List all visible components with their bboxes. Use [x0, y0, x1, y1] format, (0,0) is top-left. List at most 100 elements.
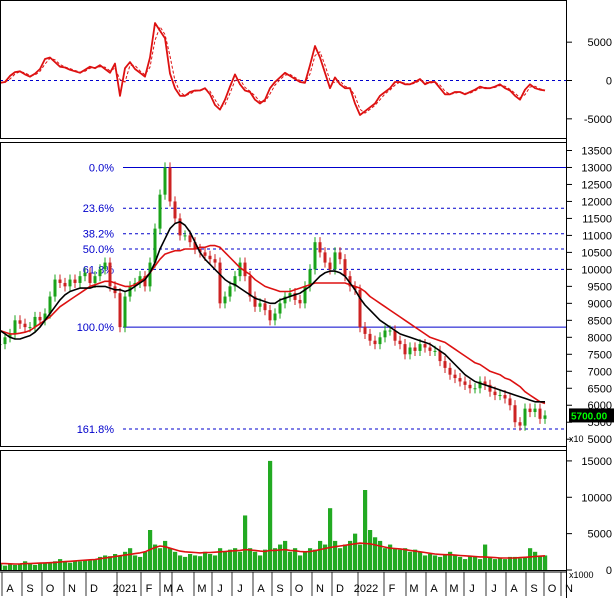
price-candle-body: [53, 279, 57, 297]
price-candle-body: [493, 391, 497, 396]
price-candle-body: [183, 235, 187, 237]
price-candle-body: [313, 242, 317, 270]
price-candle-body: [88, 272, 92, 283]
x-tick-label: D: [90, 583, 98, 595]
volume-panel: 15000 10000 5000 0 x1000: [0, 456, 612, 580]
volume-bar: [238, 551, 243, 570]
x-tick-label: F: [389, 583, 396, 595]
volume-bar: [328, 508, 333, 570]
x-tick-label: N: [316, 583, 324, 595]
volume-bar: [128, 548, 133, 570]
price-candle-body: [8, 333, 12, 338]
price-candle-body: [418, 344, 422, 351]
volume-bar: [283, 540, 288, 570]
x-tick-label: S: [26, 583, 33, 595]
volume-bar: [498, 558, 503, 570]
volume-bar: [323, 544, 328, 570]
fib-level-label: 161.8%: [77, 424, 115, 436]
x-tick-label: F: [146, 583, 153, 595]
volume-bar: [538, 555, 543, 570]
volume-bar: [393, 548, 398, 570]
price-candle-body: [433, 350, 437, 352]
volume-bar: [203, 551, 208, 570]
price-candle-body: [238, 262, 242, 277]
price-candle-body: [118, 293, 122, 328]
volume-bar: [278, 544, 283, 570]
volume-bar: [108, 556, 113, 570]
price-candle-body: [58, 279, 62, 283]
volume-bar: [298, 555, 303, 570]
x-tick-label: N: [68, 583, 76, 595]
price-candle-body: [453, 374, 457, 379]
price-candle-body: [163, 167, 167, 195]
indicator-line: [0, 22, 546, 116]
volume-bar: [98, 556, 103, 570]
price-candle-body: [538, 408, 542, 419]
volume-bar: [118, 555, 123, 570]
volume-bar: [448, 551, 453, 570]
volume-bar: [103, 555, 108, 570]
volume-bar: [93, 559, 98, 570]
volume-bar: [68, 562, 73, 570]
volume-bar: [293, 548, 298, 570]
price-candle-body: [193, 242, 197, 249]
volume-bar: [198, 556, 203, 570]
x-tick-label: D: [336, 583, 344, 595]
volume-bar: [28, 563, 33, 570]
price-candle-body: [318, 242, 322, 253]
indicator-signal-line: [0, 26, 546, 114]
x-tick-label: M: [449, 583, 458, 595]
price-candle-body: [243, 262, 247, 277]
x-axis: A S O N D 2021 F M A M J J A S O N D 2022 F M A M J J A S O N: [1, 572, 573, 596]
volume-bar: [13, 564, 18, 570]
x-tick-label: S: [530, 583, 537, 595]
volume-bar: [318, 540, 323, 570]
last-price-tag: 5700.00: [571, 411, 608, 422]
price-candle-body: [178, 218, 182, 236]
volume-bar: [143, 551, 148, 570]
x-tick-label: 2021: [113, 583, 137, 595]
price-candle-body: [253, 296, 257, 307]
price-candle-body: [223, 296, 227, 304]
volume-bar: [358, 544, 363, 570]
price-candle-body: [543, 415, 547, 419]
x-tick-label: M: [163, 583, 172, 595]
volume-bar: [518, 558, 523, 570]
price-candle-body: [93, 276, 97, 283]
volume-bar: [348, 540, 353, 570]
volume-bar: [478, 559, 483, 570]
volume-bar: [508, 556, 513, 570]
volume-bar: [403, 548, 408, 570]
price-axis-tick-label: 9000: [588, 298, 612, 310]
price-candle-body: [213, 259, 217, 263]
volume-axis-tick-label: 5000: [588, 529, 612, 541]
price-candle-body: [268, 310, 272, 321]
price-candle-body: [348, 276, 352, 287]
volume-bar: [158, 548, 163, 570]
price-candle-body: [298, 299, 302, 304]
fib-level-label: 50.0%: [83, 244, 114, 256]
price-candle-body: [38, 316, 42, 321]
price-candle-body: [478, 381, 482, 389]
price-candle-body: [148, 262, 152, 287]
volume-bar: [138, 556, 143, 570]
price-axis-tick-label: 13000: [581, 162, 612, 174]
price-candle-body: [388, 330, 392, 332]
volume-bar: [438, 556, 443, 570]
panel-frames: [0, 0, 567, 598]
volume-bar: [113, 554, 118, 570]
price-candle-body: [323, 252, 327, 263]
price-candle-body: [18, 320, 22, 324]
price-candle-body: [503, 395, 507, 399]
price-candle-body: [233, 276, 237, 287]
x-tick-label: J: [491, 583, 497, 595]
price-candle-body: [63, 282, 67, 287]
volume-bar: [23, 561, 28, 570]
x-tick-label: 2022: [354, 583, 378, 595]
price-candle-body: [158, 194, 162, 229]
price-candle-body: [378, 337, 382, 345]
price-candle-body: [428, 347, 432, 351]
volume-bar: [233, 548, 238, 570]
volume-bar: [433, 555, 438, 570]
